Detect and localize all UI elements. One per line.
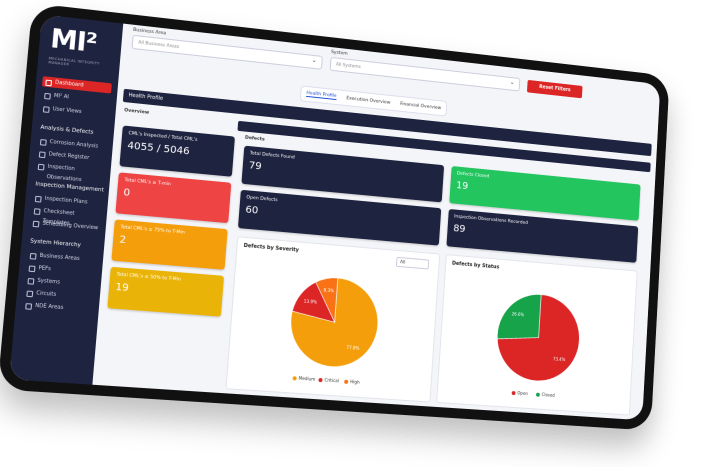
kpi-value: 19 <box>115 282 217 301</box>
system-select[interactable]: All Systems <box>330 57 521 92</box>
reset-filters-button[interactable]: Reset Filters <box>527 80 583 98</box>
pie-chart: 77.8% 13.9% 8.3% Medium Critical High <box>227 237 440 401</box>
legend-label: High <box>350 379 360 385</box>
chart-panel: Defects by Status 73.4% 26.6% Open Closed <box>436 254 638 415</box>
legend-label: Medium <box>298 376 315 382</box>
pie-chart: 73.4% 26.6% Open Closed <box>437 255 637 414</box>
logo-subtitle: MECHANICAL INTEGRITY MANAGER <box>48 56 120 72</box>
screen: MI² MECHANICAL INTEGRITY MANAGER Dashboa… <box>9 14 660 420</box>
slice-label: 13.9% <box>304 298 318 304</box>
legend-label: Critical <box>324 377 339 383</box>
chart-panel: Defects by Severity All 77.8% 13.9% 8.3% Medi… <box>225 236 440 402</box>
kpi-card: Total CML's ≤ 75% to T-Min 2 <box>111 219 227 269</box>
tab[interactable]: Financial Overview <box>400 101 441 110</box>
legend-swatch <box>344 380 348 384</box>
business-area-select[interactable]: All Business Areas <box>131 35 322 70</box>
defects-title: Defects <box>245 136 265 143</box>
tablet-frame: MI² MECHANICAL INTEGRITY MANAGER Dashboa… <box>0 3 670 431</box>
legend-swatch <box>318 378 322 382</box>
legend-label: Closed <box>542 392 556 398</box>
kpi-card: CML's Inspected / Total CML's 4055 / 5046 <box>119 125 235 176</box>
tab[interactable]: Execution Overview <box>346 96 390 106</box>
logo: MI² <box>49 24 98 59</box>
nav-section-title: Analysis & Defects <box>40 125 94 136</box>
legend-swatch <box>292 376 296 380</box>
slice-label: 26.6% <box>512 312 525 318</box>
legend-swatch <box>512 391 516 395</box>
filter-label: System <box>331 50 348 57</box>
kpi-card: Total CML's ≥ T-min 0 <box>115 172 231 223</box>
kpi-card: Total CML's ≤ 50% to T-Min 19 <box>107 267 224 317</box>
tab[interactable]: Health Profile <box>306 91 337 100</box>
slice-label: 77.8% <box>346 345 359 351</box>
slice-label: 8.3% <box>323 287 334 293</box>
legend-swatch <box>536 393 540 397</box>
legend-label: Open <box>517 390 528 396</box>
slice-label: 73.4% <box>553 357 566 363</box>
nav-section-title: System Hierarchy <box>30 238 81 248</box>
overview-title: Overview <box>124 108 149 116</box>
content: Business Area All Business Areas System … <box>92 24 660 421</box>
